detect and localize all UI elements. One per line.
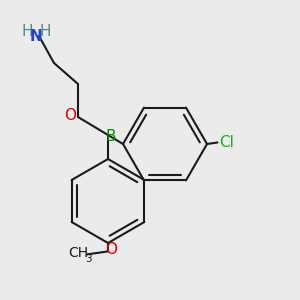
Text: H: H xyxy=(21,24,33,39)
Text: H: H xyxy=(39,24,51,39)
Text: O: O xyxy=(106,242,118,257)
Text: Cl: Cl xyxy=(219,135,234,150)
Text: B: B xyxy=(106,129,116,144)
Text: CH: CH xyxy=(68,246,88,260)
Text: N: N xyxy=(30,29,42,44)
Text: O: O xyxy=(64,108,76,123)
Text: 3: 3 xyxy=(85,254,92,264)
